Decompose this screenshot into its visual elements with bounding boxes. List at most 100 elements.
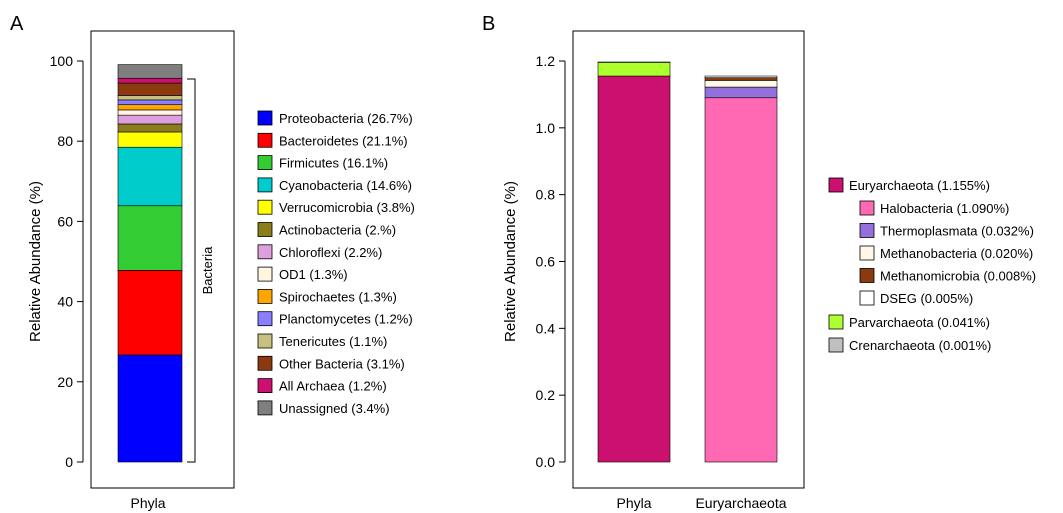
bar-segment-od1 bbox=[117, 109, 183, 116]
bar-segment-cyanobacteria bbox=[117, 146, 183, 207]
panel-b-letter: B bbox=[482, 13, 495, 35]
legend-label-bacteroidetes: Bacteroidetes (21.1%) bbox=[279, 133, 408, 148]
y-tick-label: 0.8 bbox=[536, 187, 556, 203]
panel-b-legend: Euryarchaeota (1.155%) Halobacteria (1.09… bbox=[828, 177, 1036, 353]
legend-label-parvarchaeota: Parvarchaeota (0.041%) bbox=[849, 315, 990, 330]
legend-swatch-thermoplasmata bbox=[859, 223, 875, 238]
bar-segment-firmicutes bbox=[117, 205, 183, 271]
bar-segment-euryarchaeota-thermoplasmata bbox=[704, 86, 778, 99]
panel-b-plot-frame bbox=[572, 30, 805, 489]
legend-label-crenarchaeota: Crenarchaeota (0.001%) bbox=[849, 338, 991, 353]
panel-a-x-axis: Phyla bbox=[130, 495, 165, 511]
y-tick-label: 0.4 bbox=[536, 320, 556, 336]
legend-swatch-proteobacteria bbox=[257, 110, 273, 126]
y-tick-label: 40 bbox=[57, 294, 73, 310]
legend-swatch-unassigned bbox=[257, 400, 273, 416]
y-tick-label: 100 bbox=[50, 53, 74, 69]
panel-a-plot-frame bbox=[90, 30, 235, 489]
panel-b: B 0.0 0.2 0.4 0.6 0.8 1.0 1.2 Relative Abundan… bbox=[482, 13, 1036, 511]
bar-segment-unassigned bbox=[117, 64, 183, 79]
legend-label-tenericutes: Tenericutes (1.1%) bbox=[279, 334, 387, 349]
bar-segment-phyla-euryarchaeota bbox=[597, 75, 671, 463]
bar-segment-chloroflexi bbox=[117, 114, 183, 125]
legend-swatch-cyanobacteria bbox=[257, 177, 273, 193]
legend-label-od1: OD1 (1.3%) bbox=[279, 267, 348, 282]
y-tick-label: 1.0 bbox=[536, 120, 556, 136]
legend-label-methanomicrobia: Methanomicrobia (0.008%) bbox=[880, 269, 1036, 284]
legend-label-dseg: DSEG (0.005%) bbox=[880, 291, 973, 306]
legend-swatch-verrucomicrobia bbox=[257, 199, 273, 215]
legend-label-all-archaea: All Archaea (1.2%) bbox=[279, 379, 387, 394]
y-tick-label: 20 bbox=[57, 374, 73, 390]
legend-swatch-chloroflexi bbox=[257, 244, 273, 260]
legend-swatch-actinobacteria bbox=[257, 222, 273, 237]
legend-swatch-parvarchaeota bbox=[828, 314, 844, 330]
bar-segment-tenericutes bbox=[117, 95, 183, 101]
legend-label-cyanobacteria: Cyanobacteria (14.6%) bbox=[279, 178, 412, 193]
panel-a: A 0 20 40 60 80 100 Relative Abundance (%) Ph… bbox=[10, 13, 415, 511]
legend-label-actinobacteria: Actinobacteria (2.%) bbox=[279, 223, 396, 238]
legend-swatch-od1 bbox=[257, 266, 273, 282]
panel-a-legend: Proteobacteria (26.7%) Bacteroidetes (21.… bbox=[257, 110, 415, 416]
legend-swatch-planctomycetes bbox=[257, 311, 273, 327]
bar-segment-other-bacteria bbox=[117, 82, 183, 96]
y-tick-label: 0.0 bbox=[536, 454, 556, 470]
bar-segment-euryarchaeota-methanomicrobia bbox=[704, 77, 778, 81]
bar-segment-verrucomicrobia bbox=[117, 131, 183, 148]
legend-label-verrucomicrobia: Verrucomicrobia (3.8%) bbox=[279, 200, 415, 215]
bar-segment-spirochaetes bbox=[117, 104, 183, 111]
panel-b-y-axis: 0.0 0.2 0.4 0.6 0.8 1.0 1.2 bbox=[536, 53, 566, 470]
panel-a-bars bbox=[117, 64, 183, 463]
legend-swatch-other-bacteria bbox=[257, 355, 273, 371]
x-tick-label: Phyla bbox=[616, 495, 651, 511]
legend-swatch-dseg bbox=[859, 290, 875, 306]
panel-b-bars bbox=[597, 61, 778, 463]
legend-label-planctomycetes: Planctomycetes (1.2%) bbox=[279, 312, 413, 327]
bracket-line bbox=[187, 78, 196, 463]
legend-swatch-bacteroidetes bbox=[257, 132, 273, 148]
x-tick-label: Phyla bbox=[130, 495, 165, 511]
bar-segment-planctomycetes bbox=[117, 99, 183, 106]
panel-b-x-axis: Phyla Euryarchaeota bbox=[616, 495, 786, 511]
legend-swatch-firmicutes bbox=[257, 155, 273, 171]
y-tick-label: 60 bbox=[57, 213, 73, 229]
bar-segment-euryarchaeota-halobacteria bbox=[704, 97, 778, 463]
bar-segment-euryarchaeota-methanobacteria bbox=[704, 80, 778, 88]
panel-a-letter: A bbox=[10, 13, 24, 35]
legend-swatch-tenericutes bbox=[257, 333, 273, 349]
legend-swatch-methanobacteria bbox=[859, 245, 875, 261]
legend-swatch-methanomicrobia bbox=[859, 268, 875, 283]
x-tick-label: Euryarchaeota bbox=[695, 495, 786, 511]
legend-label-proteobacteria: Proteobacteria (26.7%) bbox=[279, 111, 413, 126]
y-tick-label: 80 bbox=[57, 133, 73, 149]
legend-label-euryarchaeota: Euryarchaeota (1.155%) bbox=[849, 178, 990, 193]
bar-segment-euryarchaeota-dseg bbox=[704, 75, 778, 79]
bar-segment-bacteroidetes bbox=[117, 270, 183, 356]
y-tick-label: 0.2 bbox=[536, 387, 556, 403]
panel-a-y-axis-title: Relative Abundance (%) bbox=[27, 181, 44, 342]
legend-label-spirochaetes: Spirochaetes (1.3%) bbox=[279, 289, 397, 304]
legend-swatch-crenarchaeota bbox=[828, 337, 844, 353]
legend-swatch-halobacteria bbox=[859, 200, 875, 216]
legend-label-chloroflexi: Chloroflexi (2.2%) bbox=[279, 245, 382, 260]
legend-swatch-euryarchaeota bbox=[828, 177, 844, 193]
legend-label-thermoplasmata: Thermoplasmata (0.032%) bbox=[880, 224, 1034, 239]
bar-segment-all-archaea bbox=[117, 77, 183, 84]
y-tick-label: 0.6 bbox=[536, 254, 556, 270]
legend-label-halobacteria: Halobacteria (1.090%) bbox=[880, 201, 1009, 216]
bar-segment-actinobacteria bbox=[117, 123, 183, 133]
panel-b-y-axis-title: Relative Abundance (%) bbox=[502, 181, 519, 342]
bacteria-bracket bbox=[187, 78, 196, 463]
panel-a-y-axis: 0 20 40 60 80 100 bbox=[50, 53, 84, 470]
y-tick-label: 1.2 bbox=[536, 53, 556, 69]
legend-label-methanobacteria: Methanobacteria (0.020%) bbox=[880, 246, 1033, 261]
legend-swatch-all-archaea bbox=[257, 378, 273, 394]
legend-label-firmicutes: Firmicutes (16.1%) bbox=[279, 156, 388, 171]
y-tick-label: 0 bbox=[65, 454, 73, 470]
legend-swatch-spirochaetes bbox=[257, 288, 273, 304]
bar-segment-proteobacteria bbox=[117, 354, 183, 463]
bacteria-bracket-label: Bacteria bbox=[200, 246, 215, 294]
legend-label-other-bacteria: Other Bacteria (3.1%) bbox=[279, 356, 405, 371]
legend-label-unassigned: Unassigned (3.4%) bbox=[279, 401, 390, 416]
